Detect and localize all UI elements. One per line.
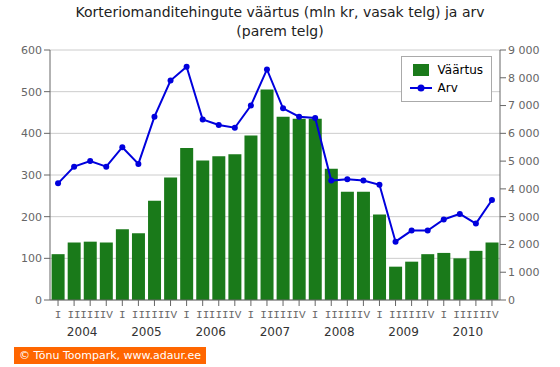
- svg-text:2008: 2008: [324, 325, 355, 339]
- svg-text:2004: 2004: [67, 325, 98, 339]
- svg-text:9 000: 9 000: [508, 44, 540, 57]
- svg-text:500: 500: [21, 86, 42, 99]
- svg-text:400: 400: [21, 127, 42, 140]
- svg-text:IV: IV: [485, 309, 499, 321]
- svg-text:I: I: [376, 309, 383, 321]
- svg-text:II: II: [453, 309, 466, 321]
- svg-text:300: 300: [21, 169, 42, 182]
- svg-text:I: I: [248, 309, 255, 321]
- svg-text:I: I: [183, 309, 190, 321]
- svg-text:I: I: [312, 309, 319, 321]
- svg-text:II: II: [260, 309, 273, 321]
- html-text:Väärtus: Väärtus: [437, 63, 483, 77]
- svg-text:I: I: [440, 309, 447, 321]
- svg-text:I: I: [119, 309, 126, 321]
- svg-text:2 000: 2 000: [508, 238, 540, 251]
- svg-text:1 000: 1 000: [508, 266, 540, 279]
- svg-text:2005: 2005: [131, 325, 162, 339]
- svg-text:100: 100: [21, 252, 42, 265]
- svg-text:III: III: [145, 309, 165, 321]
- svg-text:II: II: [325, 309, 338, 321]
- svg-text:0: 0: [508, 294, 515, 307]
- svg-text:II: II: [132, 309, 145, 321]
- svg-text:IV: IV: [357, 309, 371, 321]
- svg-text:3 000: 3 000: [508, 211, 540, 224]
- svg-text:IV: IV: [421, 309, 435, 321]
- html-text:© Tõnu Toompark, www.adaur.ee: © Tõnu Toompark, www.adaur.ee: [19, 349, 201, 362]
- svg-text:200: 200: [21, 211, 42, 224]
- svg-text:4 000: 4 000: [508, 183, 540, 196]
- svg-text:II: II: [68, 309, 81, 321]
- svg-text:8 000: 8 000: [508, 72, 540, 85]
- svg-text:IV: IV: [100, 309, 114, 321]
- svg-text:2006: 2006: [195, 325, 226, 339]
- svg-text:2010: 2010: [453, 325, 484, 339]
- svg-text:0: 0: [35, 294, 42, 307]
- svg-text:III: III: [402, 309, 422, 321]
- svg-text:2009: 2009: [388, 325, 419, 339]
- svg-text:5 000: 5 000: [508, 155, 540, 168]
- svg-text:IV: IV: [228, 309, 242, 321]
- svg-text:2007: 2007: [260, 325, 291, 339]
- svg-text:II: II: [196, 309, 209, 321]
- svg-text:I: I: [55, 309, 62, 321]
- svg-text:III: III: [337, 309, 357, 321]
- svg-text:II: II: [389, 309, 402, 321]
- svg-text:7 000: 7 000: [508, 99, 540, 112]
- html-text:Korteriomanditehingute väärtus: Korteriomanditehingute väärtus (mln kr, …: [75, 4, 485, 39]
- svg-text:III: III: [466, 309, 486, 321]
- svg-text:IV: IV: [164, 309, 178, 321]
- svg-text:600: 600: [21, 44, 42, 57]
- svg-text:6 000: 6 000: [508, 127, 540, 140]
- svg-text:III: III: [273, 309, 293, 321]
- svg-text:IV: IV: [293, 309, 307, 321]
- html-text:Arv: Arv: [437, 81, 458, 95]
- svg-text:III: III: [80, 309, 100, 321]
- svg-text:III: III: [209, 309, 229, 321]
